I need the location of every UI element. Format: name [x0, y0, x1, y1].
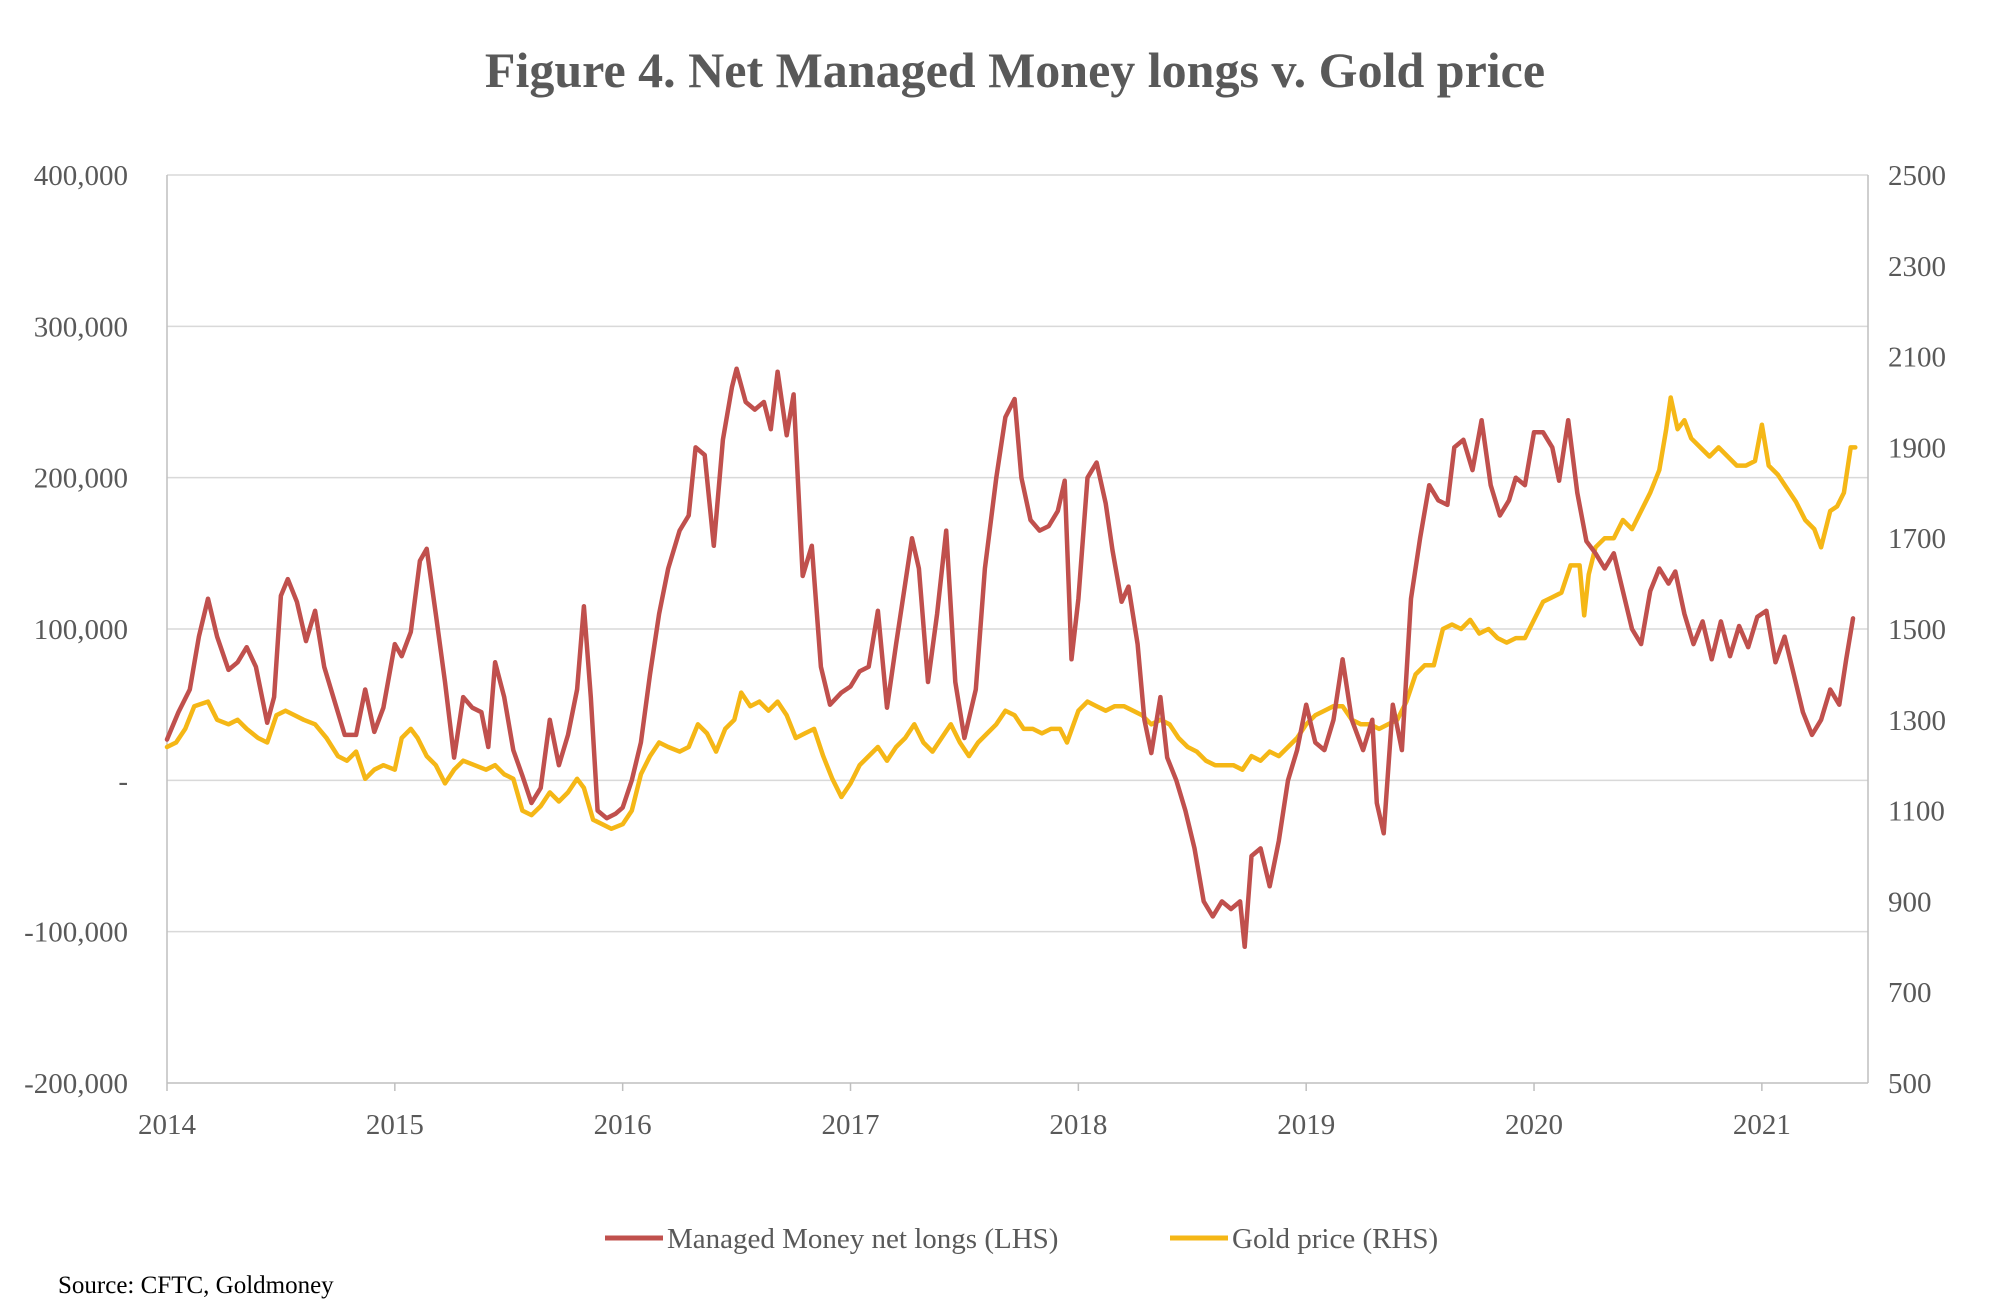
- left-tick-label: -100,000: [24, 917, 128, 949]
- series-layer: [164, 366, 1858, 950]
- left-tick-label: -200,000: [24, 1068, 128, 1100]
- legend-label-gold-price: Gold price (RHS): [1232, 1223, 1438, 1255]
- x-tick-label: 2020: [1505, 1109, 1563, 1141]
- gridlines: [166, 174, 1869, 1084]
- left-tick-label: 200,000: [34, 463, 128, 495]
- left-tick-label: 100,000: [34, 614, 128, 646]
- x-tick-label: 2021: [1733, 1109, 1791, 1141]
- x-tick-label: 2016: [594, 1109, 652, 1141]
- x-tick-label: 2015: [366, 1109, 424, 1141]
- right-axis-ticks: 500 700 900 1100 1300 1500 1700 1900 2100 2300 250…: [1888, 160, 1946, 1100]
- left-axis-ticks: -200,000-100,000-100,000200,000300,00040…: [24, 160, 128, 1100]
- right-tick-label: 2100: [1888, 342, 1946, 374]
- right-tick-label: 1500: [1888, 614, 1946, 646]
- x-tick-label: 2018: [1049, 1109, 1107, 1141]
- right-tick-label: 700: [1888, 977, 1932, 1009]
- x-tick-label: 2019: [1277, 1109, 1335, 1141]
- series-line-net-longs: [164, 366, 1856, 950]
- right-tick-label: 1900: [1888, 432, 1946, 464]
- x-axis-ticks: 2014 2015 2016 2017 2018 2019 2020 2021: [138, 1083, 1791, 1141]
- right-tick-label: 1300: [1888, 705, 1946, 737]
- right-tick-label: 1700: [1888, 523, 1946, 555]
- series-line-gold-price: [164, 395, 1858, 832]
- x-tick-label: 2017: [822, 1109, 880, 1141]
- source-note: Source: CFTC, Goldmoney: [58, 1272, 334, 1299]
- right-tick-label: 900: [1888, 886, 1932, 918]
- left-tick-label: 400,000: [34, 160, 128, 192]
- left-tick-label: -: [118, 765, 128, 797]
- right-tick-label: 2500: [1888, 160, 1946, 192]
- chart-title: Figure 4. Net Managed Money longs v. Gol…: [485, 42, 1545, 98]
- legend: Managed Money net longs (LHS) Gold price…: [605, 1223, 1438, 1255]
- right-tick-label: 500: [1888, 1068, 1932, 1100]
- left-tick-label: 300,000: [34, 311, 128, 343]
- x-tick-label: 2014: [138, 1109, 197, 1141]
- right-tick-label: 1100: [1888, 796, 1945, 828]
- right-tick-label: 2300: [1888, 251, 1946, 283]
- legend-label-net-longs: Managed Money net longs (LHS): [667, 1223, 1058, 1255]
